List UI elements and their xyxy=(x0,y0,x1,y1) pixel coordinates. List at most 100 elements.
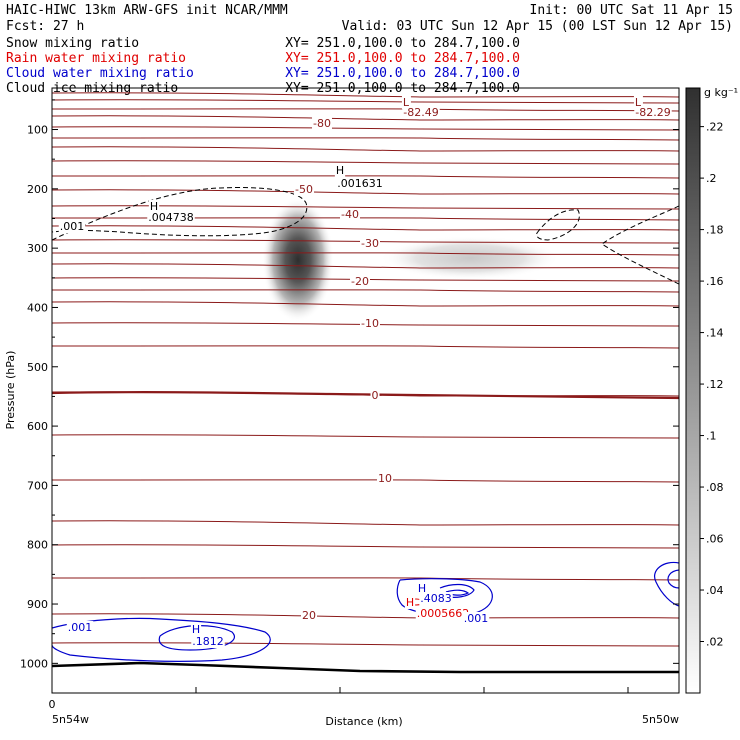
snow-contour-2 xyxy=(536,209,580,241)
field-xy-range: XY= 251.0,100.0 to 284.7,100.0 xyxy=(285,51,520,66)
colorbar-tick-label: .2 xyxy=(706,172,717,185)
contour-labels: -80-50-40-30-20-1001020L-82.49L-82.29H.0… xyxy=(58,96,672,648)
forecast-hour: Fcst: 27 h xyxy=(6,19,84,34)
contour-label: -80 xyxy=(313,117,331,130)
contour-label-bg xyxy=(294,183,314,196)
contour-label-bg xyxy=(633,96,643,109)
isotherm xyxy=(52,577,679,581)
snow-contour-3 xyxy=(601,205,679,285)
contour-label: .4083 xyxy=(420,592,452,605)
contour-label-bg xyxy=(312,117,332,130)
contour-label: -30 xyxy=(361,237,379,250)
ice-mixing-shading-core xyxy=(262,198,334,322)
plot-area: -80-50-40-30-20-1001020L-82.49L-82.29H.0… xyxy=(4,87,680,728)
isotherm xyxy=(52,115,679,121)
colorbar-tick-label: .16 xyxy=(706,275,724,288)
field-name: Rain water mixing ratio xyxy=(6,51,186,66)
field-name: Snow mixing ratio xyxy=(6,36,139,51)
y-tick-label: 300 xyxy=(27,242,48,255)
contour-label: -82.29 xyxy=(635,106,670,119)
temperature-contours xyxy=(52,92,679,647)
isotherm xyxy=(52,137,679,141)
contour-label: .001631 xyxy=(337,177,383,190)
x-end-location: 5n50w xyxy=(642,713,679,726)
colorbar-tick-label: .06 xyxy=(706,533,724,546)
contour-label: .0005662 xyxy=(417,607,470,620)
isotherm xyxy=(52,613,679,619)
contour-label: H xyxy=(406,596,414,609)
field-xy-range: XY= 251.0,100.0 to 284.7,100.0 xyxy=(285,36,520,51)
contour-label-bg xyxy=(360,237,380,250)
y-tick-label: 200 xyxy=(27,183,48,196)
isotherm xyxy=(52,252,679,256)
cloud-water-contour-3 xyxy=(654,561,679,607)
colorbar-tick-label: .1 xyxy=(706,430,717,443)
contour-label-bg xyxy=(190,623,202,636)
isotherm-0 xyxy=(52,391,679,400)
colorbar-tick-label: .12 xyxy=(706,378,724,391)
contour-label: L xyxy=(635,96,642,109)
isotherm xyxy=(52,205,679,210)
isotherm xyxy=(52,160,679,165)
y-tick-label: 1000 xyxy=(20,657,48,670)
y-tick-label: 700 xyxy=(27,479,48,492)
header: HAIC-HIWC 13km ARW-GFS init NCAR/MMM Ini… xyxy=(6,3,733,96)
contour-label-bg xyxy=(404,596,416,609)
contour-label: .001 xyxy=(60,220,85,233)
isotherm xyxy=(52,263,679,269)
x-tick-label: 0 xyxy=(49,698,56,711)
isotherm xyxy=(52,544,679,549)
contour-label: -10 xyxy=(361,317,379,330)
contour-label-bg xyxy=(462,612,490,625)
contour-label-bg xyxy=(334,164,346,177)
contour-label-bg xyxy=(301,609,317,622)
contour-label: H xyxy=(192,623,200,636)
isotherm xyxy=(52,345,679,349)
valid-time: Valid: 03 UTC Sun 12 Apr 15 (00 LST Sun … xyxy=(342,19,733,34)
contour-label: 0 xyxy=(372,389,379,402)
isotherm xyxy=(52,146,679,152)
contour-label-bg xyxy=(340,208,360,221)
contour-label: -50 xyxy=(295,183,313,196)
contour-label-bg xyxy=(415,607,471,620)
isotherm xyxy=(52,217,679,221)
colorbar-tick-label: .14 xyxy=(706,327,724,340)
contour-label-bg xyxy=(191,635,225,648)
cloud-water-contour-3b xyxy=(667,569,679,589)
isotherm xyxy=(52,520,679,526)
colorbar-tick-label: .08 xyxy=(706,481,724,494)
isotherm xyxy=(52,175,679,179)
contour-label-bg xyxy=(377,472,393,485)
field-xy-range: XY= 251.0,100.0 to 284.7,100.0 xyxy=(285,66,520,81)
contour-label: 10 xyxy=(378,472,392,485)
field-name: Cloud water mixing ratio xyxy=(6,66,194,81)
plot-frame xyxy=(51,87,680,694)
x-axis-label: Distance (km) xyxy=(325,715,402,728)
colorbar-tick-label: .02 xyxy=(706,636,724,649)
y-tick-label: 800 xyxy=(27,539,48,552)
contour-label: -40 xyxy=(341,208,359,221)
colorbar-ticks: .22 .2 .18 .16 .14 .12 .1 .08 .06 .04 .02 xyxy=(700,121,724,649)
colorbar-tick-label: .22 xyxy=(706,121,724,134)
contour-label: .1812 xyxy=(192,635,224,648)
y-tick-label: 900 xyxy=(27,598,48,611)
contour-label: 20 xyxy=(302,609,316,622)
contour-label-bg xyxy=(147,211,195,224)
isotherm xyxy=(52,479,679,483)
contour-label-bg xyxy=(370,389,380,402)
x-axis: 0 5n54w 5n50w xyxy=(49,687,679,726)
contour-label-bg xyxy=(58,220,86,233)
y-tick-label: 400 xyxy=(27,301,48,314)
isotherm xyxy=(52,189,679,195)
contour-label-bg xyxy=(350,275,370,288)
isotherm xyxy=(52,99,679,104)
cloud-water-contour-1 xyxy=(52,617,271,662)
cloud-water-contour-2b xyxy=(439,583,475,598)
contour-label-bg xyxy=(148,200,160,213)
y-axis-label: Pressure (hPa) xyxy=(4,351,17,430)
isotherm xyxy=(52,434,679,439)
contour-label: H xyxy=(150,200,158,213)
contour-label-bg xyxy=(401,96,411,109)
isotherm xyxy=(52,225,679,231)
